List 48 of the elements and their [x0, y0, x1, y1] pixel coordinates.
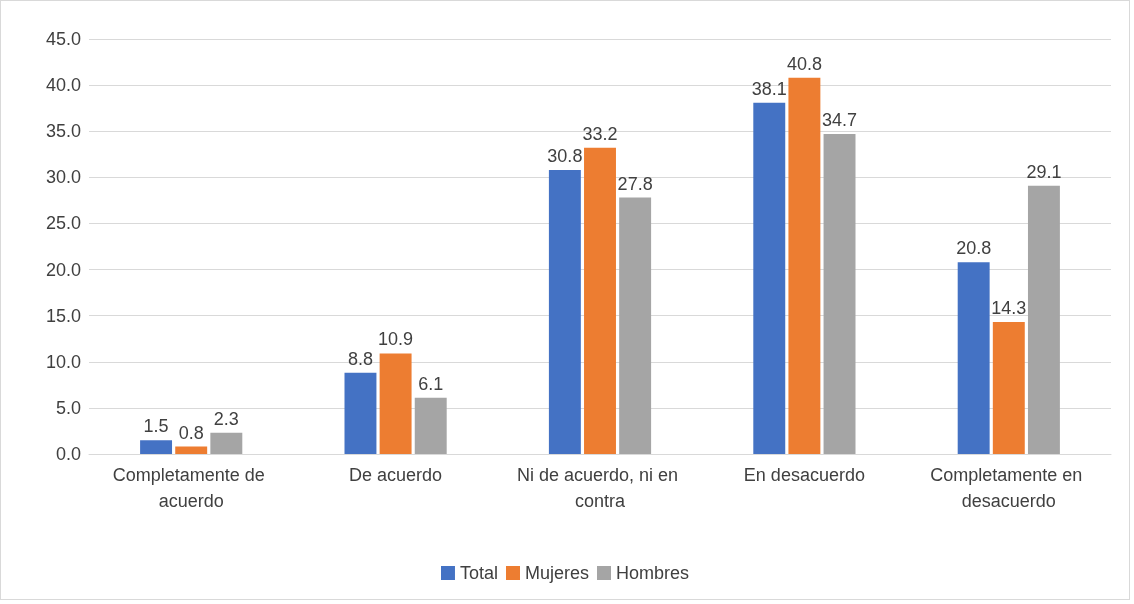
bar — [414, 397, 447, 454]
y-tick-label: 40.0 — [45, 75, 81, 96]
legend-label: Hombres — [616, 563, 690, 583]
data-label: 2.3 — [213, 408, 239, 429]
data-label: 14.3 — [991, 298, 1027, 319]
bar — [957, 262, 990, 454]
y-tick-label: 10.0 — [45, 351, 81, 372]
bar — [753, 102, 786, 454]
bar — [379, 353, 412, 454]
data-label: 6.1 — [418, 373, 444, 394]
data-label: 10.9 — [378, 329, 414, 350]
bar — [788, 77, 821, 454]
legend-label: Total — [459, 563, 498, 583]
y-tick-label: 30.0 — [45, 167, 81, 188]
bar — [210, 432, 243, 454]
bar — [344, 372, 377, 454]
bar — [584, 147, 616, 454]
y-tick-label: 0.0 — [55, 444, 81, 464]
data-label: 0.8 — [178, 422, 204, 443]
data-label: 27.8 — [617, 173, 653, 194]
data-label: 33.2 — [582, 123, 618, 144]
bar — [140, 440, 173, 454]
bar — [548, 169, 581, 454]
y-tick-label: 5.0 — [55, 397, 81, 418]
data-label: 38.1 — [751, 78, 787, 99]
x-tick-label: Completamente en desacuerdo — [930, 465, 1088, 511]
data-label: 40.8 — [786, 53, 822, 74]
y-tick-label: 15.0 — [45, 305, 81, 326]
data-label: 20.8 — [956, 238, 992, 259]
bar — [823, 133, 856, 454]
y-tick-label: 35.0 — [45, 121, 81, 142]
bar — [1027, 185, 1060, 454]
bar — [175, 446, 208, 454]
y-tick-label: 45.0 — [45, 29, 81, 49]
data-label: 1.5 — [143, 416, 169, 437]
bar — [992, 322, 1025, 454]
x-tick-label: Ni de acuerdo, ni en contra — [516, 465, 684, 511]
y-tick-label: 25.0 — [45, 213, 81, 234]
data-label: 8.8 — [347, 348, 373, 369]
data-label: 29.1 — [1026, 161, 1062, 182]
data-label: 34.7 — [822, 109, 858, 130]
x-tick-label: En desacuerdo — [743, 465, 865, 485]
bar — [619, 197, 652, 454]
legend-label: Mujeres — [524, 563, 590, 583]
y-tick-label: 20.0 — [45, 259, 81, 280]
x-tick-label: De acuerdo — [349, 465, 443, 485]
data-label: 30.8 — [547, 145, 583, 166]
x-tick-label: Completamente de acuerdo — [112, 465, 270, 511]
